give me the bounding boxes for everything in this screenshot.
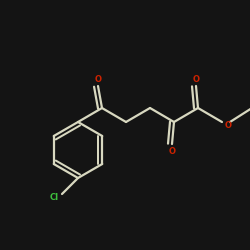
Text: O: O: [224, 122, 232, 130]
Text: Cl: Cl: [50, 192, 58, 202]
Text: O: O: [94, 74, 102, 84]
Text: O: O: [192, 74, 200, 84]
Text: O: O: [168, 146, 175, 156]
